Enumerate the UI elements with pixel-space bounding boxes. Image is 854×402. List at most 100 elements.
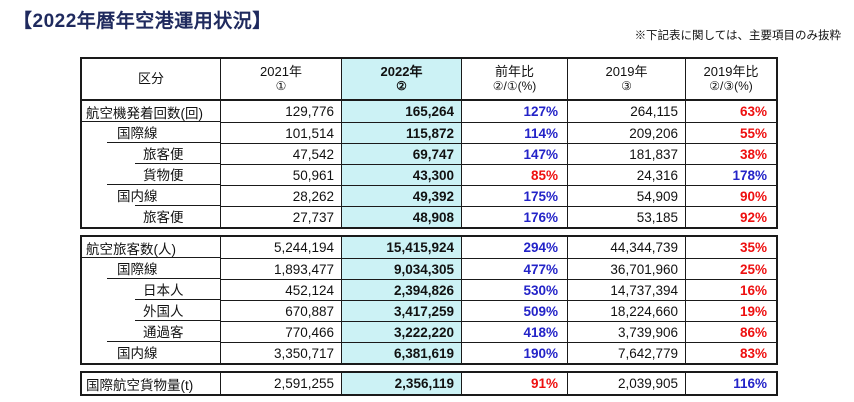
cell-2022-value: 15,415,924 xyxy=(341,237,461,258)
cell-2022-value: 165,264 xyxy=(341,101,461,122)
cell-category: 国内線 xyxy=(82,341,220,363)
cell-2022-value: 2,356,119 xyxy=(341,373,461,394)
cell-vs2019-percent: 63% xyxy=(685,101,776,122)
row-separator-line xyxy=(82,121,220,122)
cell-category: 通過客 xyxy=(82,320,220,342)
row-label: 国際線 xyxy=(117,126,158,141)
cell-yoy-percent: 176% xyxy=(461,206,567,227)
cell-category: 国内線 xyxy=(82,184,220,206)
header-2021: 2021年 ① xyxy=(220,59,341,99)
cell-vs2019-percent: 25% xyxy=(685,258,776,279)
cell-category: 国際線 xyxy=(82,257,220,279)
cell-2019-value: 54,909 xyxy=(567,185,685,206)
header-2021-label: 2021年 xyxy=(260,64,302,79)
cell-2019-value: 264,115 xyxy=(567,101,685,122)
cell-yoy-percent: 190% xyxy=(461,342,567,363)
cell-2022-value: 69,747 xyxy=(341,143,461,164)
header-2022: 2022年 ② xyxy=(341,59,461,99)
cell-2021-value: 2,591,255 xyxy=(220,373,341,394)
cell-2021-value: 770,466 xyxy=(220,321,341,342)
row-separator-line xyxy=(135,205,220,206)
cell-2021-value: 129,776 xyxy=(220,101,341,122)
cell-category: 航空機発着回数(回) xyxy=(82,101,220,122)
row-label: 日本人 xyxy=(143,283,184,298)
cell-2019-value: 2,039,905 xyxy=(567,373,685,394)
cell-yoy-percent: 147% xyxy=(461,143,567,164)
header-2021-circled: ① xyxy=(275,79,287,93)
cell-2022-value: 6,381,619 xyxy=(341,342,461,363)
cell-2019-value: 44,344,739 xyxy=(567,237,685,258)
header-2019-circled: ③ xyxy=(621,79,632,93)
table-row: 国際線 101,514 115,872 114% 209,206 55% xyxy=(82,121,776,143)
table-row: 国際航空貨物量(t) 2,591,255 2,356,119 91% 2,039,905… xyxy=(82,373,776,394)
cell-vs2019-percent: 178% xyxy=(685,164,776,185)
header-vs2019-formula: ②/③(%) xyxy=(709,79,753,93)
table-row: 通過客 770,466 3,222,220 418% 3,739,906 86% xyxy=(82,320,776,342)
header-category: 区分 xyxy=(82,59,220,99)
cell-vs2019-percent: 116% xyxy=(685,373,776,394)
cell-yoy-percent: 85% xyxy=(461,164,567,185)
header-vs2019-label: 2019年比 xyxy=(703,64,759,79)
table-section-passengers: 航空旅客数(人) 5,244,194 15,415,924 294% 44,344,73… xyxy=(80,235,778,365)
cell-yoy-percent: 127% xyxy=(461,101,567,122)
row-label: 旅客便 xyxy=(143,210,184,225)
cell-2021-value: 101,514 xyxy=(220,122,341,143)
cell-yoy-percent: 175% xyxy=(461,185,567,206)
cell-2022-value: 9,034,305 xyxy=(341,258,461,279)
page-title: 【2022年暦年空港運用状況】 xyxy=(13,11,272,32)
cell-category: 日本人 xyxy=(82,278,220,300)
row-label: 貨物便 xyxy=(143,168,184,183)
table-row: 国内線 3,350,717 6,381,619 190% 7,642,779 83% xyxy=(82,341,776,363)
cell-2019-value: 7,642,779 xyxy=(567,342,685,363)
row-label: 旅客便 xyxy=(143,147,184,162)
cell-2021-value: 452,124 xyxy=(220,279,341,300)
cell-yoy-percent: 114% xyxy=(461,122,567,143)
row-separator-line xyxy=(107,184,220,185)
table-section-cargo: 国際航空貨物量(t) 2,591,255 2,356,119 91% 2,039,905… xyxy=(80,371,778,396)
cell-category: 旅客便 xyxy=(82,205,220,227)
cell-2021-value: 670,887 xyxy=(220,300,341,321)
cell-2022-value: 2,394,826 xyxy=(341,279,461,300)
airport-stats-table: 区分 2021年 ① 2022年 ② 前年比 ②/①(%) 2019年 ③ 20… xyxy=(80,57,778,402)
cell-yoy-percent: 418% xyxy=(461,321,567,342)
table-row: 日本人 452,124 2,394,826 530% 14,737,394 16% xyxy=(82,278,776,300)
table-row: 航空機発着回数(回) 129,776 165,264 127% 264,115 63% xyxy=(82,101,776,122)
cell-2022-value: 48,908 xyxy=(341,206,461,227)
cell-2021-value: 1,893,477 xyxy=(220,258,341,279)
header-yoy-formula: ②/①(%) xyxy=(492,79,537,93)
cell-2021-value: 28,262 xyxy=(220,185,341,206)
cell-2021-value: 27,737 xyxy=(220,206,341,227)
cell-yoy-percent: 294% xyxy=(461,237,567,258)
cell-category: 旅客便 xyxy=(82,142,220,164)
cell-vs2019-percent: 35% xyxy=(685,237,776,258)
header-yoy-label: 前年比 xyxy=(494,64,534,79)
cell-yoy-percent: 530% xyxy=(461,279,567,300)
table-row: 貨物便 50,961 43,300 85% 24,316 178% xyxy=(82,163,776,185)
row-separator-line xyxy=(135,320,220,321)
row-separator-line xyxy=(107,142,220,143)
cell-2022-value: 3,417,259 xyxy=(341,300,461,321)
cell-yoy-percent: 509% xyxy=(461,300,567,321)
row-separator-line xyxy=(82,257,220,258)
table-section-movements: 区分 2021年 ① 2022年 ② 前年比 ②/①(%) 2019年 ③ 20… xyxy=(80,57,778,229)
row-label: 外国人 xyxy=(143,304,184,319)
table-header-row: 区分 2021年 ① 2022年 ② 前年比 ②/①(%) 2019年 ③ 20… xyxy=(82,59,776,101)
cell-2021-value: 50,961 xyxy=(220,164,341,185)
row-separator-line xyxy=(135,299,220,300)
row-label: 国際線 xyxy=(117,262,158,277)
row-label: 国内線 xyxy=(117,189,158,204)
cell-2019-value: 3,739,906 xyxy=(567,321,685,342)
cell-2022-value: 43,300 xyxy=(341,164,461,185)
cell-vs2019-percent: 55% xyxy=(685,122,776,143)
cell-vs2019-percent: 92% xyxy=(685,206,776,227)
cell-vs2019-percent: 86% xyxy=(685,321,776,342)
table-row: 航空旅客数(人) 5,244,194 15,415,924 294% 44,344,73… xyxy=(82,237,776,258)
cell-vs2019-percent: 83% xyxy=(685,342,776,363)
table-row: 旅客便 27,737 48,908 176% 53,185 92% xyxy=(82,205,776,227)
table-row: 国内線 28,262 49,392 175% 54,909 90% xyxy=(82,184,776,206)
cell-category: 航空旅客数(人) xyxy=(82,237,220,258)
cell-vs2019-percent: 16% xyxy=(685,279,776,300)
row-label: 航空機発着回数(回) xyxy=(86,105,203,121)
table-row: 外国人 670,887 3,417,259 509% 18,224,660 19% xyxy=(82,299,776,321)
cell-vs2019-percent: 19% xyxy=(685,300,776,321)
